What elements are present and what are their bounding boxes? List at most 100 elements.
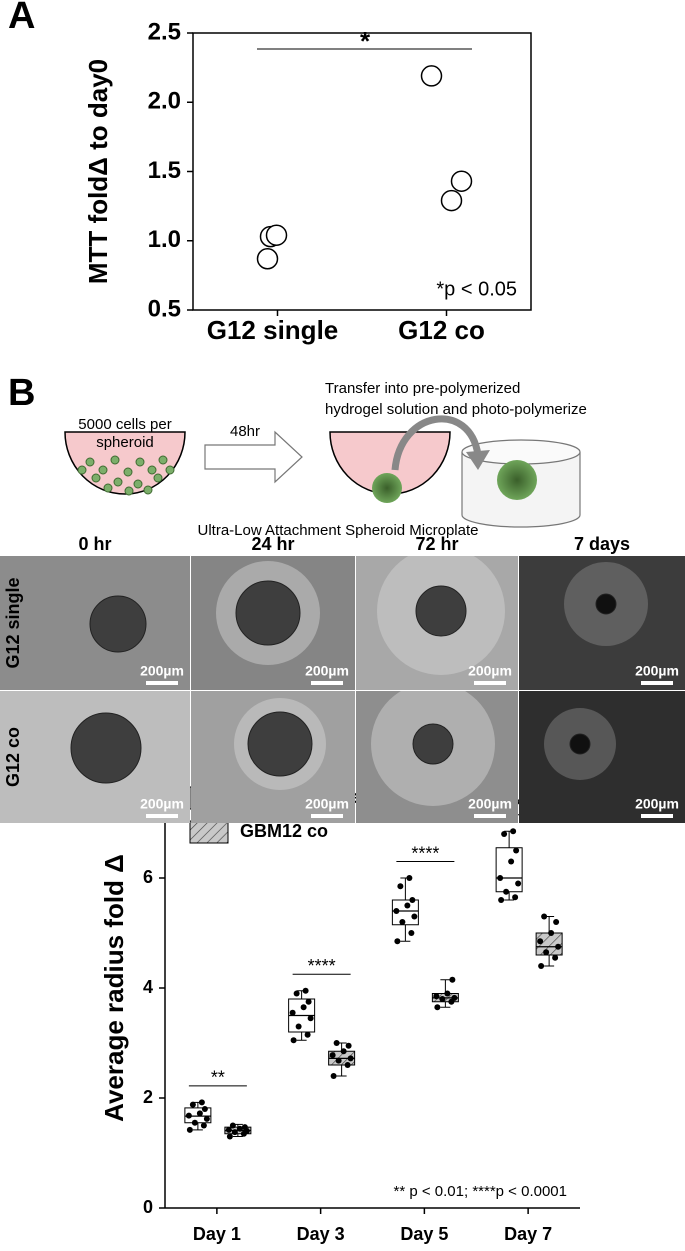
- data-point: [397, 883, 404, 890]
- data-point: [537, 938, 544, 945]
- data-point: [225, 1126, 232, 1133]
- data-point: [440, 189, 463, 212]
- y-tick-label: 1.5: [148, 157, 181, 184]
- schematic-text: 48hr: [230, 423, 260, 440]
- data-point: [434, 1004, 441, 1011]
- column-header: 72 hr: [415, 534, 458, 554]
- spheroid: [569, 733, 591, 755]
- column-header: 24 hr: [251, 534, 294, 554]
- scale-bar-label: 200µm: [468, 663, 512, 679]
- data-point: [293, 990, 300, 997]
- micrograph: 200µm: [356, 691, 518, 823]
- spheroid: [412, 723, 454, 765]
- data-point: [439, 996, 446, 1002]
- data-point: [553, 919, 560, 925]
- data-point: [408, 930, 415, 936]
- data-point: [256, 248, 279, 270]
- data-point: [186, 1126, 193, 1133]
- data-point: [555, 943, 562, 950]
- micrograph: 200µm: [519, 556, 685, 690]
- data-point: [203, 1115, 210, 1122]
- data-point: [538, 963, 545, 969]
- y-tick-label: 6: [143, 867, 153, 887]
- schematic: [64, 415, 581, 528]
- micrograph-content: [519, 691, 685, 823]
- micrograph-content: [356, 556, 518, 690]
- scale-bar-label: 200µm: [468, 796, 512, 812]
- spheroid: [247, 711, 313, 777]
- micrograph: 200µm: [0, 556, 190, 690]
- scale-bar-label: 200µm: [140, 663, 184, 679]
- micrograph-content: [191, 691, 355, 823]
- data-point: [444, 990, 451, 997]
- data-point: [497, 875, 504, 881]
- data-point: [191, 1119, 198, 1126]
- data-point: [510, 828, 517, 835]
- data-point: [304, 1031, 311, 1038]
- scale-bar-label: 200µm: [305, 663, 349, 679]
- legend-label: GBM12 co: [240, 821, 328, 841]
- row-label: G12 single: [3, 577, 23, 668]
- x-tick-label: Day 5: [400, 1224, 448, 1244]
- image-background: [519, 556, 685, 690]
- data-point: [344, 1062, 351, 1068]
- significance-label: ****: [308, 956, 336, 976]
- micrograph-content: [0, 556, 190, 690]
- spheroid: [415, 585, 467, 637]
- data-point: [196, 1110, 203, 1117]
- data-point: [501, 831, 508, 837]
- data-point: [340, 1048, 347, 1055]
- data-point: [189, 1101, 196, 1108]
- micrograph: 200µm: [0, 691, 190, 823]
- data-point: [399, 919, 406, 925]
- column-header: 7 days: [574, 534, 630, 554]
- spheroid: [595, 593, 617, 615]
- micrograph-content: [0, 691, 190, 823]
- y-tick-label: 2: [143, 1087, 153, 1107]
- scale-bar-label: 200µm: [140, 796, 184, 812]
- scale-bar-label: 200µm: [635, 663, 679, 679]
- x-tick-label: G12 single: [207, 315, 339, 345]
- spheroid: [89, 595, 147, 653]
- micrograph: 200µm: [191, 556, 355, 690]
- image-background: [519, 691, 685, 823]
- y-axis-label: MTT foldΔ to day0: [83, 59, 113, 284]
- micrograph-content: [519, 556, 685, 690]
- data-point: [347, 1055, 354, 1062]
- y-tick-label: 1.0: [148, 226, 181, 253]
- micrograph: 200µm: [356, 556, 518, 690]
- data-point: [548, 930, 555, 936]
- data-point: [295, 1023, 302, 1030]
- data-point: [335, 1057, 342, 1064]
- y-tick-label: 2.0: [148, 88, 181, 115]
- panel-label: B: [8, 372, 35, 414]
- significance-label: *: [360, 26, 371, 56]
- plot-frame: [192, 32, 532, 311]
- legend-swatch: [189, 820, 229, 844]
- data-point: [201, 1106, 208, 1112]
- annotation: *p < 0.05: [436, 278, 517, 300]
- data-point: [508, 858, 515, 865]
- y-axis-label: Average radius fold Δ: [99, 854, 129, 1122]
- data-point: [503, 888, 510, 895]
- data-point: [406, 875, 413, 881]
- data-point: [420, 65, 443, 87]
- x-tick-label: Day 3: [297, 1224, 345, 1244]
- significance-label: ****: [411, 843, 439, 863]
- x-tick-label: Day 1: [193, 1224, 241, 1244]
- data-point: [513, 847, 520, 854]
- data-point: [451, 994, 458, 1001]
- data-point: [541, 913, 548, 920]
- data-point: [433, 993, 440, 1000]
- data-point: [300, 1004, 307, 1011]
- row-label: G12 co: [3, 727, 23, 787]
- data-point: [226, 1133, 233, 1140]
- data-point: [231, 1129, 238, 1136]
- data-point: [265, 224, 288, 246]
- micrograph: 200µm: [519, 691, 685, 823]
- data-point: [450, 170, 473, 192]
- y-tick-label: 0: [143, 1197, 153, 1217]
- data-point: [330, 1073, 337, 1079]
- schematic-text: Ultra-Low Attachment Spheroid Microplate: [198, 522, 479, 539]
